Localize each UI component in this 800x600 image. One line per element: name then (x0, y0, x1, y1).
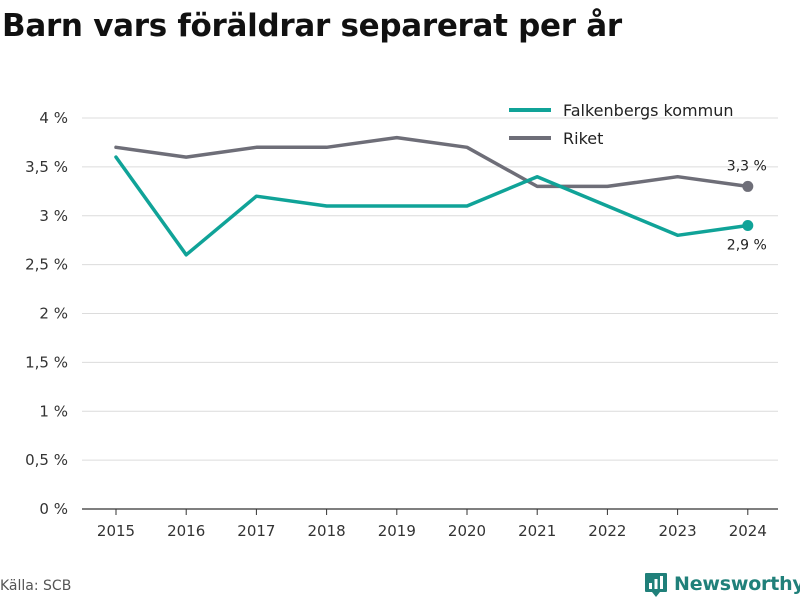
legend: Falkenbergs kommun Riket (509, 101, 733, 148)
x-tick-label: 2022 (588, 522, 626, 540)
newsworthy-logo-icon (645, 573, 667, 597)
legend-label: Riket (563, 129, 603, 148)
series-end-point (742, 180, 754, 192)
y-tick-label: 2 % (39, 305, 68, 323)
brand-logo[interactable]: Newsworthy (644, 570, 800, 598)
y-tick-label: 0,5 % (25, 451, 68, 469)
y-tick-label: 0 % (39, 500, 68, 518)
x-tick-label: 2018 (308, 522, 346, 540)
gridlines (82, 117, 778, 461)
x-tick-label: 2024 (729, 522, 767, 540)
series-end-point (742, 220, 754, 232)
x-axis: 2015 2016 2017 2018 2019 2020 2021 2022 2023 2024 (82, 508, 778, 540)
series-line (114, 155, 750, 257)
source-note: Källa: SCB (0, 578, 72, 594)
series-lines: 2,9 % 3,3 % (114, 135, 767, 257)
y-tick-label: 3 % (39, 207, 68, 225)
chart-title: Barn vars föräldrar separerat per år (2, 8, 622, 44)
x-tick-label: 2023 (659, 522, 697, 540)
brand-name: Newsworthy (674, 573, 800, 595)
y-tick-label: 1,5 % (25, 353, 68, 371)
y-axis: 0 % 0,5 % 1 % 1,5 % 2 % 2,5 % 3 % 3,5 % 4 % (25, 109, 68, 518)
x-tick-label: 2016 (167, 522, 205, 540)
y-tick-label: 1 % (39, 402, 68, 420)
legend-label: Falkenbergs kommun (563, 101, 733, 120)
x-tick-label: 2020 (448, 522, 486, 540)
x-tick-label: 2015 (97, 522, 135, 540)
x-tick-label: 2017 (237, 522, 275, 540)
series-end-label: 3,3 % (727, 158, 767, 174)
x-tick-label: 2019 (378, 522, 416, 540)
y-tick-label: 3,5 % (25, 158, 68, 176)
y-tick-label: 4 % (39, 109, 68, 127)
series-end-label: 2,9 % (727, 238, 767, 254)
y-tick-label: 2,5 % (25, 256, 68, 274)
x-tick-label: 2021 (518, 522, 556, 540)
series-line (114, 135, 750, 189)
